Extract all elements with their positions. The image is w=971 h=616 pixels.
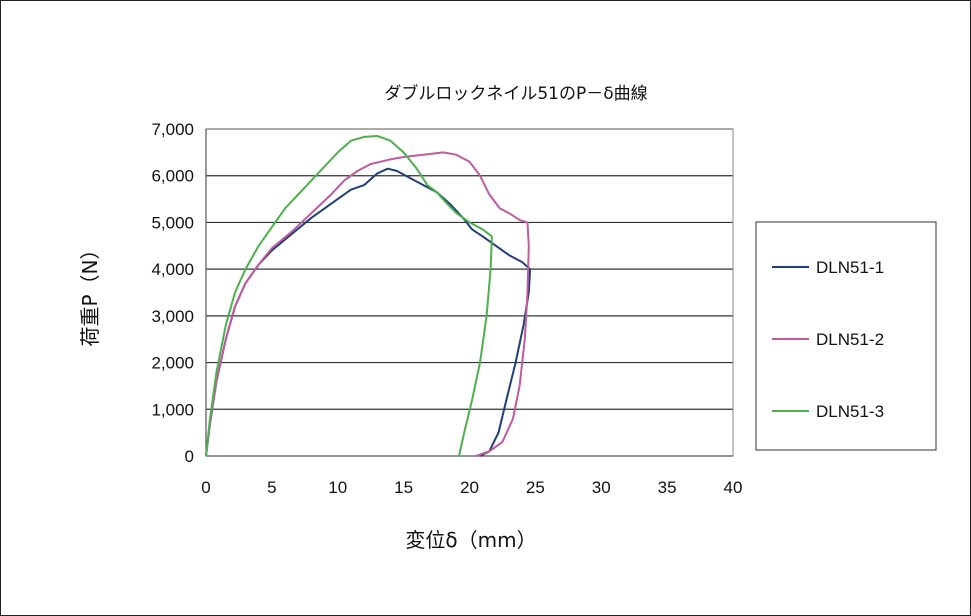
y-axis-title: 荷重P（N） <box>78 239 102 346</box>
y-tick-label: 4,000 <box>151 260 194 279</box>
series-line-3 <box>205 135 493 457</box>
y-tick-label: 1,000 <box>151 400 194 419</box>
y-tick-label: 2,000 <box>151 354 194 373</box>
y-tick-label: 7,000 <box>151 120 194 139</box>
x-tick-label: 10 <box>328 478 347 497</box>
x-tick-label: 40 <box>724 478 743 497</box>
y-tick-label: 0 <box>185 447 194 466</box>
y-tick-label: 6,000 <box>151 167 194 186</box>
gridlines <box>206 128 733 410</box>
legend-label: DLN51-3 <box>816 402 884 421</box>
series-lines <box>205 135 532 457</box>
y-tick-label: 5,000 <box>151 213 194 232</box>
x-tick-label: 35 <box>658 478 677 497</box>
series-line-1 <box>205 167 532 457</box>
legend-label: DLN51-1 <box>816 258 884 277</box>
legend: DLN51-1 DLN51-2 DLN51-3 <box>755 221 937 451</box>
legend-label: DLN51-2 <box>816 330 884 349</box>
series-line-2 <box>205 151 530 457</box>
x-tick-label: 30 <box>592 478 611 497</box>
x-tick-label: 20 <box>460 478 479 497</box>
x-tick-label: 5 <box>267 478 276 497</box>
y-tick-labels: 0 1,000 2,000 3,000 4,000 5,000 6,000 7,000 <box>151 120 194 466</box>
x-tick-label: 0 <box>201 478 210 497</box>
legend-entries: DLN51-1 DLN51-2 DLN51-3 <box>772 258 884 421</box>
x-tick-labels: 0 5 10 15 20 25 30 35 40 <box>201 478 742 497</box>
chart-title: ダブルロックネイル51のP－δ曲線 <box>384 83 647 104</box>
x-tick-label: 15 <box>394 478 413 497</box>
x-axis-title: 変位δ（mm） <box>405 528 536 552</box>
x-tick-label: 25 <box>526 478 545 497</box>
y-tick-label: 3,000 <box>151 307 194 326</box>
